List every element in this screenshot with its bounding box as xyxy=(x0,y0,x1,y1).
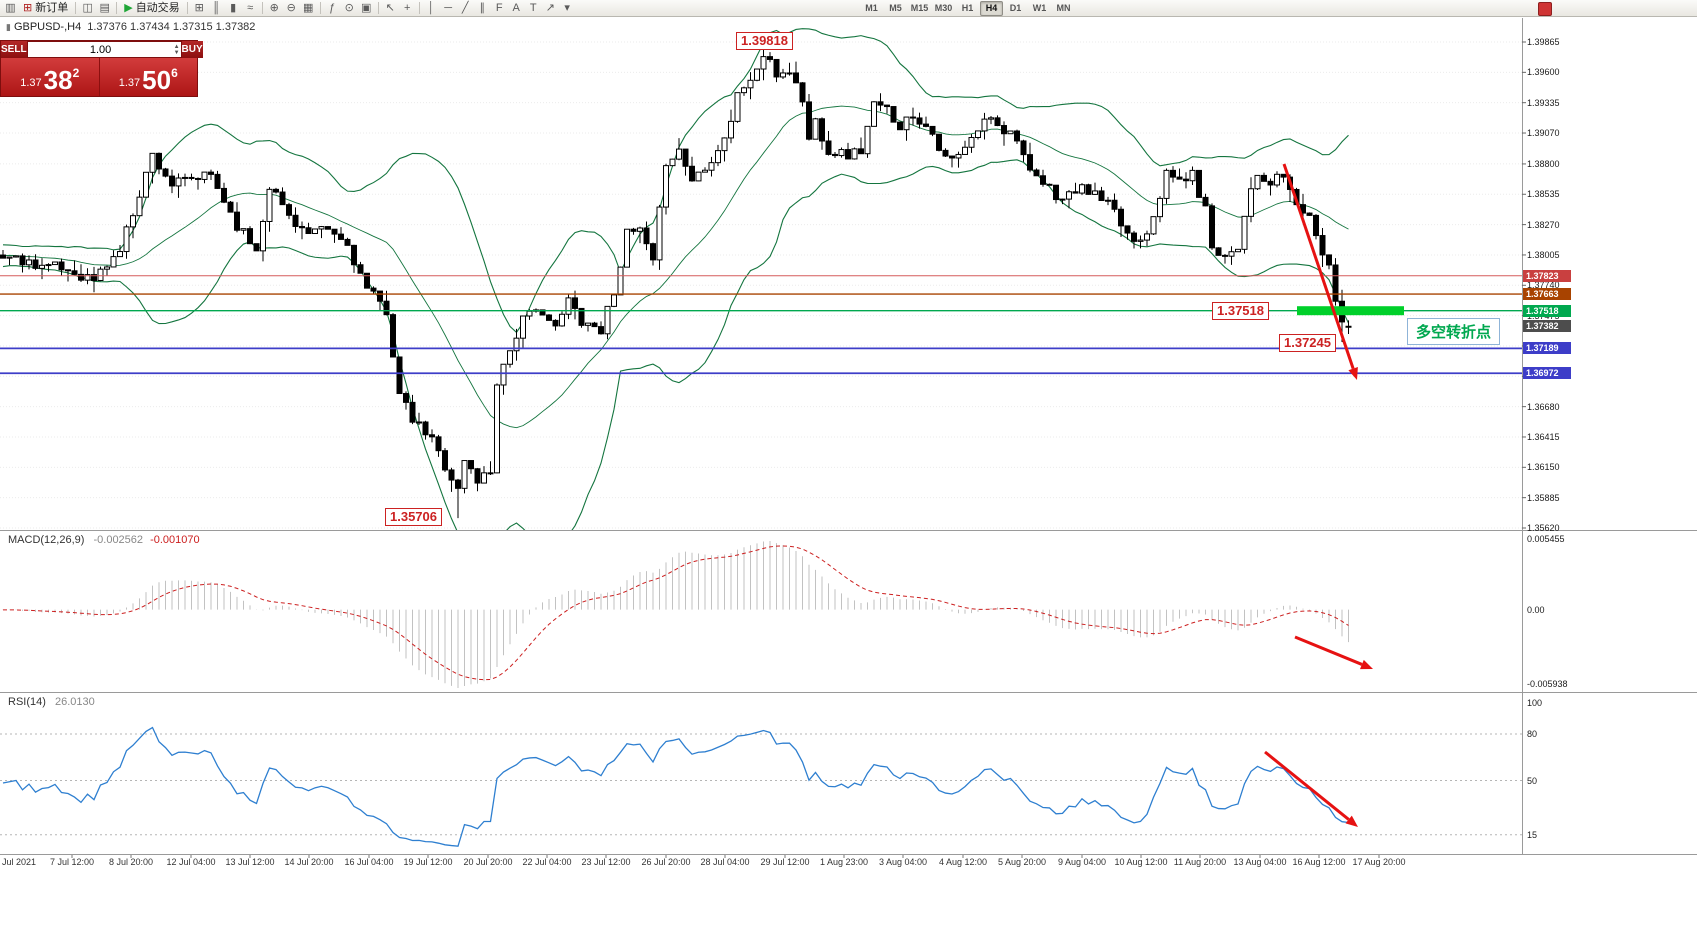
arrows-icon[interactable]: ↗ xyxy=(545,1,555,14)
toolbar-separator xyxy=(377,2,379,14)
toolbar-separator xyxy=(116,2,118,14)
toolbar-separator xyxy=(75,2,77,14)
new-chart-icon[interactable]: ⊞ xyxy=(194,1,204,14)
timeframe-m15[interactable]: M15 xyxy=(910,3,929,13)
rsi-panel-label: RSI(14) 26.0130 xyxy=(8,696,95,708)
tile-windows-icon[interactable]: ▦ xyxy=(302,1,314,14)
main-chart-layer xyxy=(0,28,1522,530)
dropdown-icon[interactable]: ▾ xyxy=(564,1,570,14)
volume-input[interactable] xyxy=(27,42,174,57)
support-zone-highlight xyxy=(1297,306,1404,316)
toolbar-separator xyxy=(418,2,420,14)
cursor-icon[interactable]: ↖ xyxy=(385,1,395,14)
line-chart-icon[interactable]: ≈ xyxy=(247,1,254,14)
buy-price-box[interactable]: 1.37 50 6 xyxy=(99,58,197,96)
volume-spinner: ▲ ▼ xyxy=(174,44,181,56)
sell-price-big: 38 xyxy=(43,65,73,95)
macd-signal-value: -0.001070 xyxy=(150,534,200,546)
trend-arrow xyxy=(1294,635,1363,666)
rsi-layer xyxy=(0,726,1522,847)
buy-price-sup: 6 xyxy=(171,66,178,80)
chart-ohlc-header: ▮ GBPUSD-,H4 1.37376 1.37434 1.37315 1.373… xyxy=(6,21,255,33)
timeframe-d1[interactable]: D1 xyxy=(1009,3,1022,13)
symbol-title: GBPUSD-,H4 xyxy=(13,21,82,33)
rsi-label: RSI(14) xyxy=(8,696,46,708)
candlestick-icon: ▮ xyxy=(6,22,11,32)
candles-layer xyxy=(0,47,1352,519)
zoom-in-icon[interactable]: ⊕ xyxy=(269,1,279,14)
candlestick-chart-icon[interactable]: ▮ xyxy=(230,1,237,14)
toolbar-separator xyxy=(186,2,188,14)
text-icon[interactable]: A xyxy=(512,1,520,14)
channel-icon[interactable]: ∥ xyxy=(479,1,485,14)
timeframe-m30[interactable]: M30 xyxy=(934,3,953,13)
toolbar-separator xyxy=(261,2,263,14)
toolbar-red-icon[interactable] xyxy=(1538,2,1552,16)
trendline-icon[interactable]: ╱ xyxy=(461,1,469,14)
ohlc-values: 1.37376 1.37434 1.37315 1.37382 xyxy=(87,21,256,33)
toolbar: ▥ ⊞ 新订单 ◫ ▤ ▶ 自动交易 ⊞ ║ ▮ ≈ ⊕ ⊖ ▦ ƒ ⊙ ▣ ↖ + │ ─ ╱ ∥ F A T ↗ ▾ M1 M5 M1… xyxy=(0,0,1697,17)
macd-main-value: -0.002562 xyxy=(93,534,144,546)
chart-annotation-text[interactable]: 多空转折点 xyxy=(1407,318,1501,345)
new-order-button[interactable]: ⊞ 新订单 xyxy=(23,1,69,14)
volume-field: ▲ ▼ xyxy=(26,41,182,58)
template-icon[interactable]: ▣ xyxy=(360,1,372,14)
timeframe-m5[interactable]: M5 xyxy=(889,3,902,13)
sell-price-prefix: 1.37 xyxy=(20,77,42,89)
indicators-icon[interactable]: ƒ xyxy=(329,1,336,14)
timeframe-h1[interactable]: H1 xyxy=(961,3,974,13)
autotrading-button[interactable]: ▶ 自动交易 xyxy=(124,1,180,14)
period-icon[interactable]: ⊙ xyxy=(344,1,354,14)
buy-price-big: 50 xyxy=(142,65,172,95)
volume-up-icon[interactable]: ▲ xyxy=(173,43,180,50)
sell-button[interactable]: SELL xyxy=(1,41,27,58)
chart-window-icon[interactable]: ▥ xyxy=(5,1,16,14)
trend-arrow xyxy=(1282,163,1355,370)
macd-panel-label: MACD(12,26,9) -0.002562 -0.001070 xyxy=(8,534,200,546)
timeframe-mn[interactable]: MN xyxy=(1056,3,1071,13)
toolbar-separator xyxy=(319,2,321,14)
sell-price-sup: 2 xyxy=(72,66,80,80)
timeframe-toolbar: M1 M5 M15 M30 H1 H4 D1 W1 MN xyxy=(860,1,1075,16)
trend-arrow xyxy=(1264,750,1350,821)
charts-grid-icon[interactable]: ◫ xyxy=(82,1,93,14)
rsi-value: 26.0130 xyxy=(54,696,95,708)
macd-layer xyxy=(2,541,1349,688)
timeframe-h4[interactable]: H4 xyxy=(980,1,1003,16)
sell-price-box[interactable]: 1.37 38 2 xyxy=(1,58,99,96)
buy-price-prefix: 1.37 xyxy=(118,77,141,89)
toolbar-icons: ▥ ⊞ 新订单 ◫ ▤ ▶ 自动交易 ⊞ ║ ▮ ≈ ⊕ ⊖ ▦ ƒ ⊙ ▣ ↖ + │ ─ ╱ ∥ F A T ↗ ▾ xyxy=(2,0,576,16)
vertical-line-icon[interactable]: │ xyxy=(427,1,435,14)
crosshair-icon[interactable]: + xyxy=(403,1,411,14)
label-icon[interactable]: T xyxy=(529,1,537,14)
fibonacci-icon[interactable]: F xyxy=(495,1,503,14)
buy-button[interactable]: BUY xyxy=(181,41,203,58)
macd-label: MACD(12,26,9) xyxy=(8,534,85,546)
bar-chart-icon[interactable]: ║ xyxy=(212,1,221,14)
zoom-out-icon[interactable]: ⊖ xyxy=(286,1,296,14)
volume-down-icon[interactable]: ▼ xyxy=(173,49,180,56)
horizontal-line-icon[interactable]: ─ xyxy=(444,1,453,14)
timeframe-m1[interactable]: M1 xyxy=(865,3,878,13)
timeframe-w1[interactable]: W1 xyxy=(1032,3,1047,13)
profiles-icon[interactable]: ▤ xyxy=(99,1,110,14)
one-click-trading-panel: SELL ▲ ▼ BUY 1.37 38 2 1.37 50 6 xyxy=(0,40,203,97)
